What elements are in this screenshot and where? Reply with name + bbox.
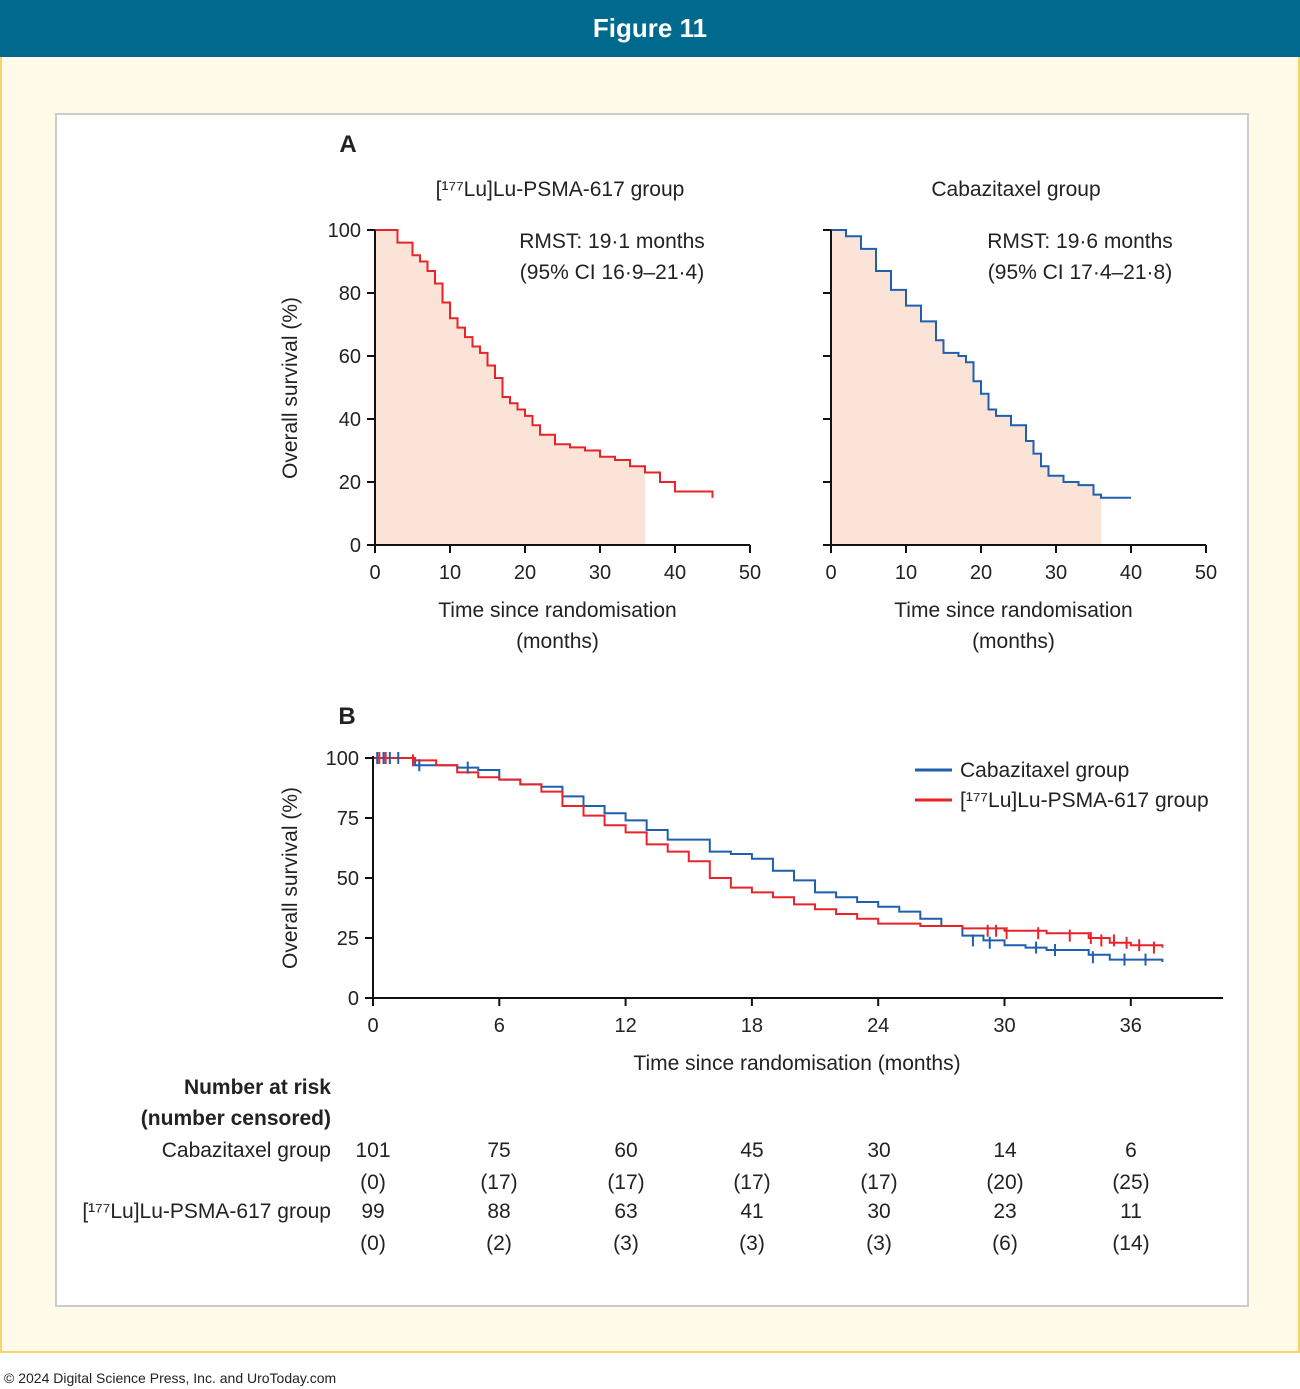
x-tick-label: 36 [1120,1015,1142,1037]
risk-censored-cell: (3) [866,1232,892,1255]
chart-title: Cabazitaxel group [931,178,1100,201]
x-tick-label: 0 [369,562,380,584]
x-tick-label: 24 [867,1015,889,1037]
risk-at-risk-cell: 99 [361,1200,384,1223]
risk-table-subheading: (number censored) [141,1107,331,1130]
lu-psma-curve [373,757,1164,948]
risk-at-risk-cell: 60 [614,1139,637,1162]
y-tick-label: 100 [328,220,361,242]
risk-at-risk-cell: 14 [993,1139,1017,1162]
x-axis-label-units: (months) [516,630,599,653]
y-tick-label: 25 [337,928,359,950]
figure-header: Figure 11 [0,0,1300,57]
risk-censored-cell: (0) [360,1171,386,1194]
figure-panel [55,113,1249,1307]
x-tick-label: 6 [494,1015,505,1037]
risk-at-risk-cell: 101 [355,1139,390,1162]
y-tick-label: 50 [337,868,359,890]
risk-at-risk-cell: 23 [993,1200,1016,1223]
rmst-shaded-area [831,230,1101,545]
risk-at-risk-cell: 88 [487,1200,510,1223]
risk-at-risk-cell: 63 [614,1200,637,1223]
x-tick-label: 20 [514,562,536,584]
x-tick-label: 10 [439,562,461,584]
risk-at-risk-cell: 30 [867,1200,890,1223]
risk-censored-cell: (17) [733,1171,770,1194]
risk-row-label: [¹⁷⁷Lu]Lu-PSMA-617 group [82,1200,331,1223]
risk-censored-cell: (17) [607,1171,644,1194]
panel-label-a: A [339,131,356,158]
risk-at-risk-cell: 75 [487,1139,510,1162]
x-tick-label: 18 [741,1015,763,1037]
legend-lu-psma-label: [¹⁷⁷Lu]Lu-PSMA-617 group [960,789,1209,812]
y-tick-label: 80 [339,283,361,305]
copyright-footer: © 2024 Digital Science Press, Inc. and U… [4,1370,337,1386]
y-tick-label: 40 [339,409,361,431]
x-tick-label: 0 [825,562,836,584]
x-tick-label: 30 [993,1015,1015,1037]
rmst-ci-annotation: (95% CI 17·4–21·8) [988,261,1172,284]
y-tick-label: 60 [339,346,361,368]
x-tick-label: 40 [1120,562,1142,584]
risk-censored-cell: (25) [1112,1171,1149,1194]
x-tick-label: 0 [367,1015,378,1037]
risk-at-risk-cell: 30 [867,1139,890,1162]
x-tick-label: 30 [1045,562,1067,584]
risk-at-risk-cell: 6 [1125,1139,1137,1162]
risk-censored-cell: (6) [992,1232,1018,1255]
x-tick-label: 12 [614,1015,636,1037]
x-axis-label-units: (months) [972,630,1055,653]
legend-cabazitaxel-label: Cabazitaxel group [960,759,1129,782]
risk-censored-cell: (3) [613,1232,639,1255]
x-tick-label: 20 [970,562,992,584]
y-axis-label: Overall survival (%) [279,787,302,969]
x-axis-label: Time since randomisation [894,599,1133,622]
x-tick-label: 50 [1195,562,1217,584]
y-tick-label: 0 [348,988,359,1010]
risk-censored-cell: (3) [739,1232,765,1255]
y-tick-label: 0 [350,535,361,557]
rmst-ci-annotation: (95% CI 16·9–21·4) [520,261,704,284]
chart-title: [¹⁷⁷Lu]Lu-PSMA-617 group [436,178,685,201]
rmst-annotation: RMST: 19·1 months [519,230,705,253]
risk-table-heading: Number at risk [184,1076,331,1099]
x-axis-label: Time since randomisation [438,599,677,622]
x-tick-label: 10 [895,562,917,584]
risk-row-label: Cabazitaxel group [162,1139,331,1162]
y-axis-label: Overall survival (%) [279,297,302,479]
risk-censored-cell: (0) [360,1232,386,1255]
y-tick-label: 20 [339,472,361,494]
risk-censored-cell: (17) [480,1171,517,1194]
survival-curve [831,229,1131,499]
survival-curve [375,229,714,498]
y-tick-label: 100 [326,748,359,770]
risk-censored-cell: (14) [1112,1232,1149,1255]
rmst-shaded-area [375,230,645,545]
x-tick-label: 30 [589,562,611,584]
x-tick-label: 50 [739,562,761,584]
risk-at-risk-cell: 11 [1120,1200,1142,1223]
panel-label-b: B [338,703,355,730]
risk-censored-cell: (2) [486,1232,512,1255]
y-tick-label: 75 [337,808,359,830]
figure-title: Figure 11 [592,13,708,43]
risk-censored-cell: (17) [860,1171,897,1194]
x-tick-label: 40 [664,562,686,584]
x-axis-label: Time since randomisation (months) [633,1052,960,1075]
rmst-annotation: RMST: 19·6 months [987,230,1173,253]
risk-at-risk-cell: 45 [740,1139,763,1162]
risk-at-risk-cell: 41 [740,1200,763,1223]
risk-censored-cell: (20) [986,1171,1023,1194]
